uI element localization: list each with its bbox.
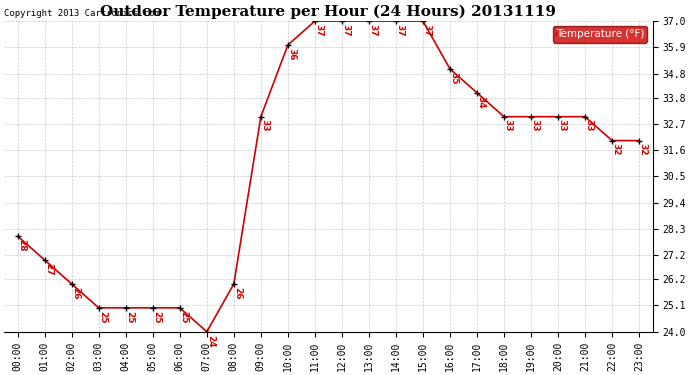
Text: 37: 37 xyxy=(315,24,324,36)
Text: 32: 32 xyxy=(639,143,648,156)
Text: 25: 25 xyxy=(126,310,135,323)
Text: 33: 33 xyxy=(558,120,566,132)
Legend: Temperature (°F): Temperature (°F) xyxy=(553,26,647,43)
Text: 35: 35 xyxy=(450,72,459,84)
Text: 37: 37 xyxy=(342,24,351,36)
Text: 33: 33 xyxy=(261,120,270,132)
Text: 36: 36 xyxy=(288,48,297,60)
Text: 28: 28 xyxy=(17,239,26,251)
Text: 24: 24 xyxy=(206,334,215,347)
Text: 37: 37 xyxy=(368,24,377,36)
Text: 33: 33 xyxy=(504,120,513,132)
Text: Copyright 2013 Cartronics.com: Copyright 2013 Cartronics.com xyxy=(4,9,160,18)
Text: 37: 37 xyxy=(395,24,404,36)
Text: 32: 32 xyxy=(612,143,621,156)
Text: 25: 25 xyxy=(99,310,108,323)
Title: Outdoor Temperature per Hour (24 Hours) 20131119: Outdoor Temperature per Hour (24 Hours) … xyxy=(100,4,556,18)
Text: 26: 26 xyxy=(71,287,80,299)
Text: 37: 37 xyxy=(422,24,432,36)
Text: 27: 27 xyxy=(44,263,53,276)
Text: 33: 33 xyxy=(584,120,593,132)
Text: 33: 33 xyxy=(531,120,540,132)
Text: 34: 34 xyxy=(477,96,486,108)
Text: 26: 26 xyxy=(233,287,242,299)
Text: 25: 25 xyxy=(179,310,188,323)
Text: 25: 25 xyxy=(152,310,161,323)
